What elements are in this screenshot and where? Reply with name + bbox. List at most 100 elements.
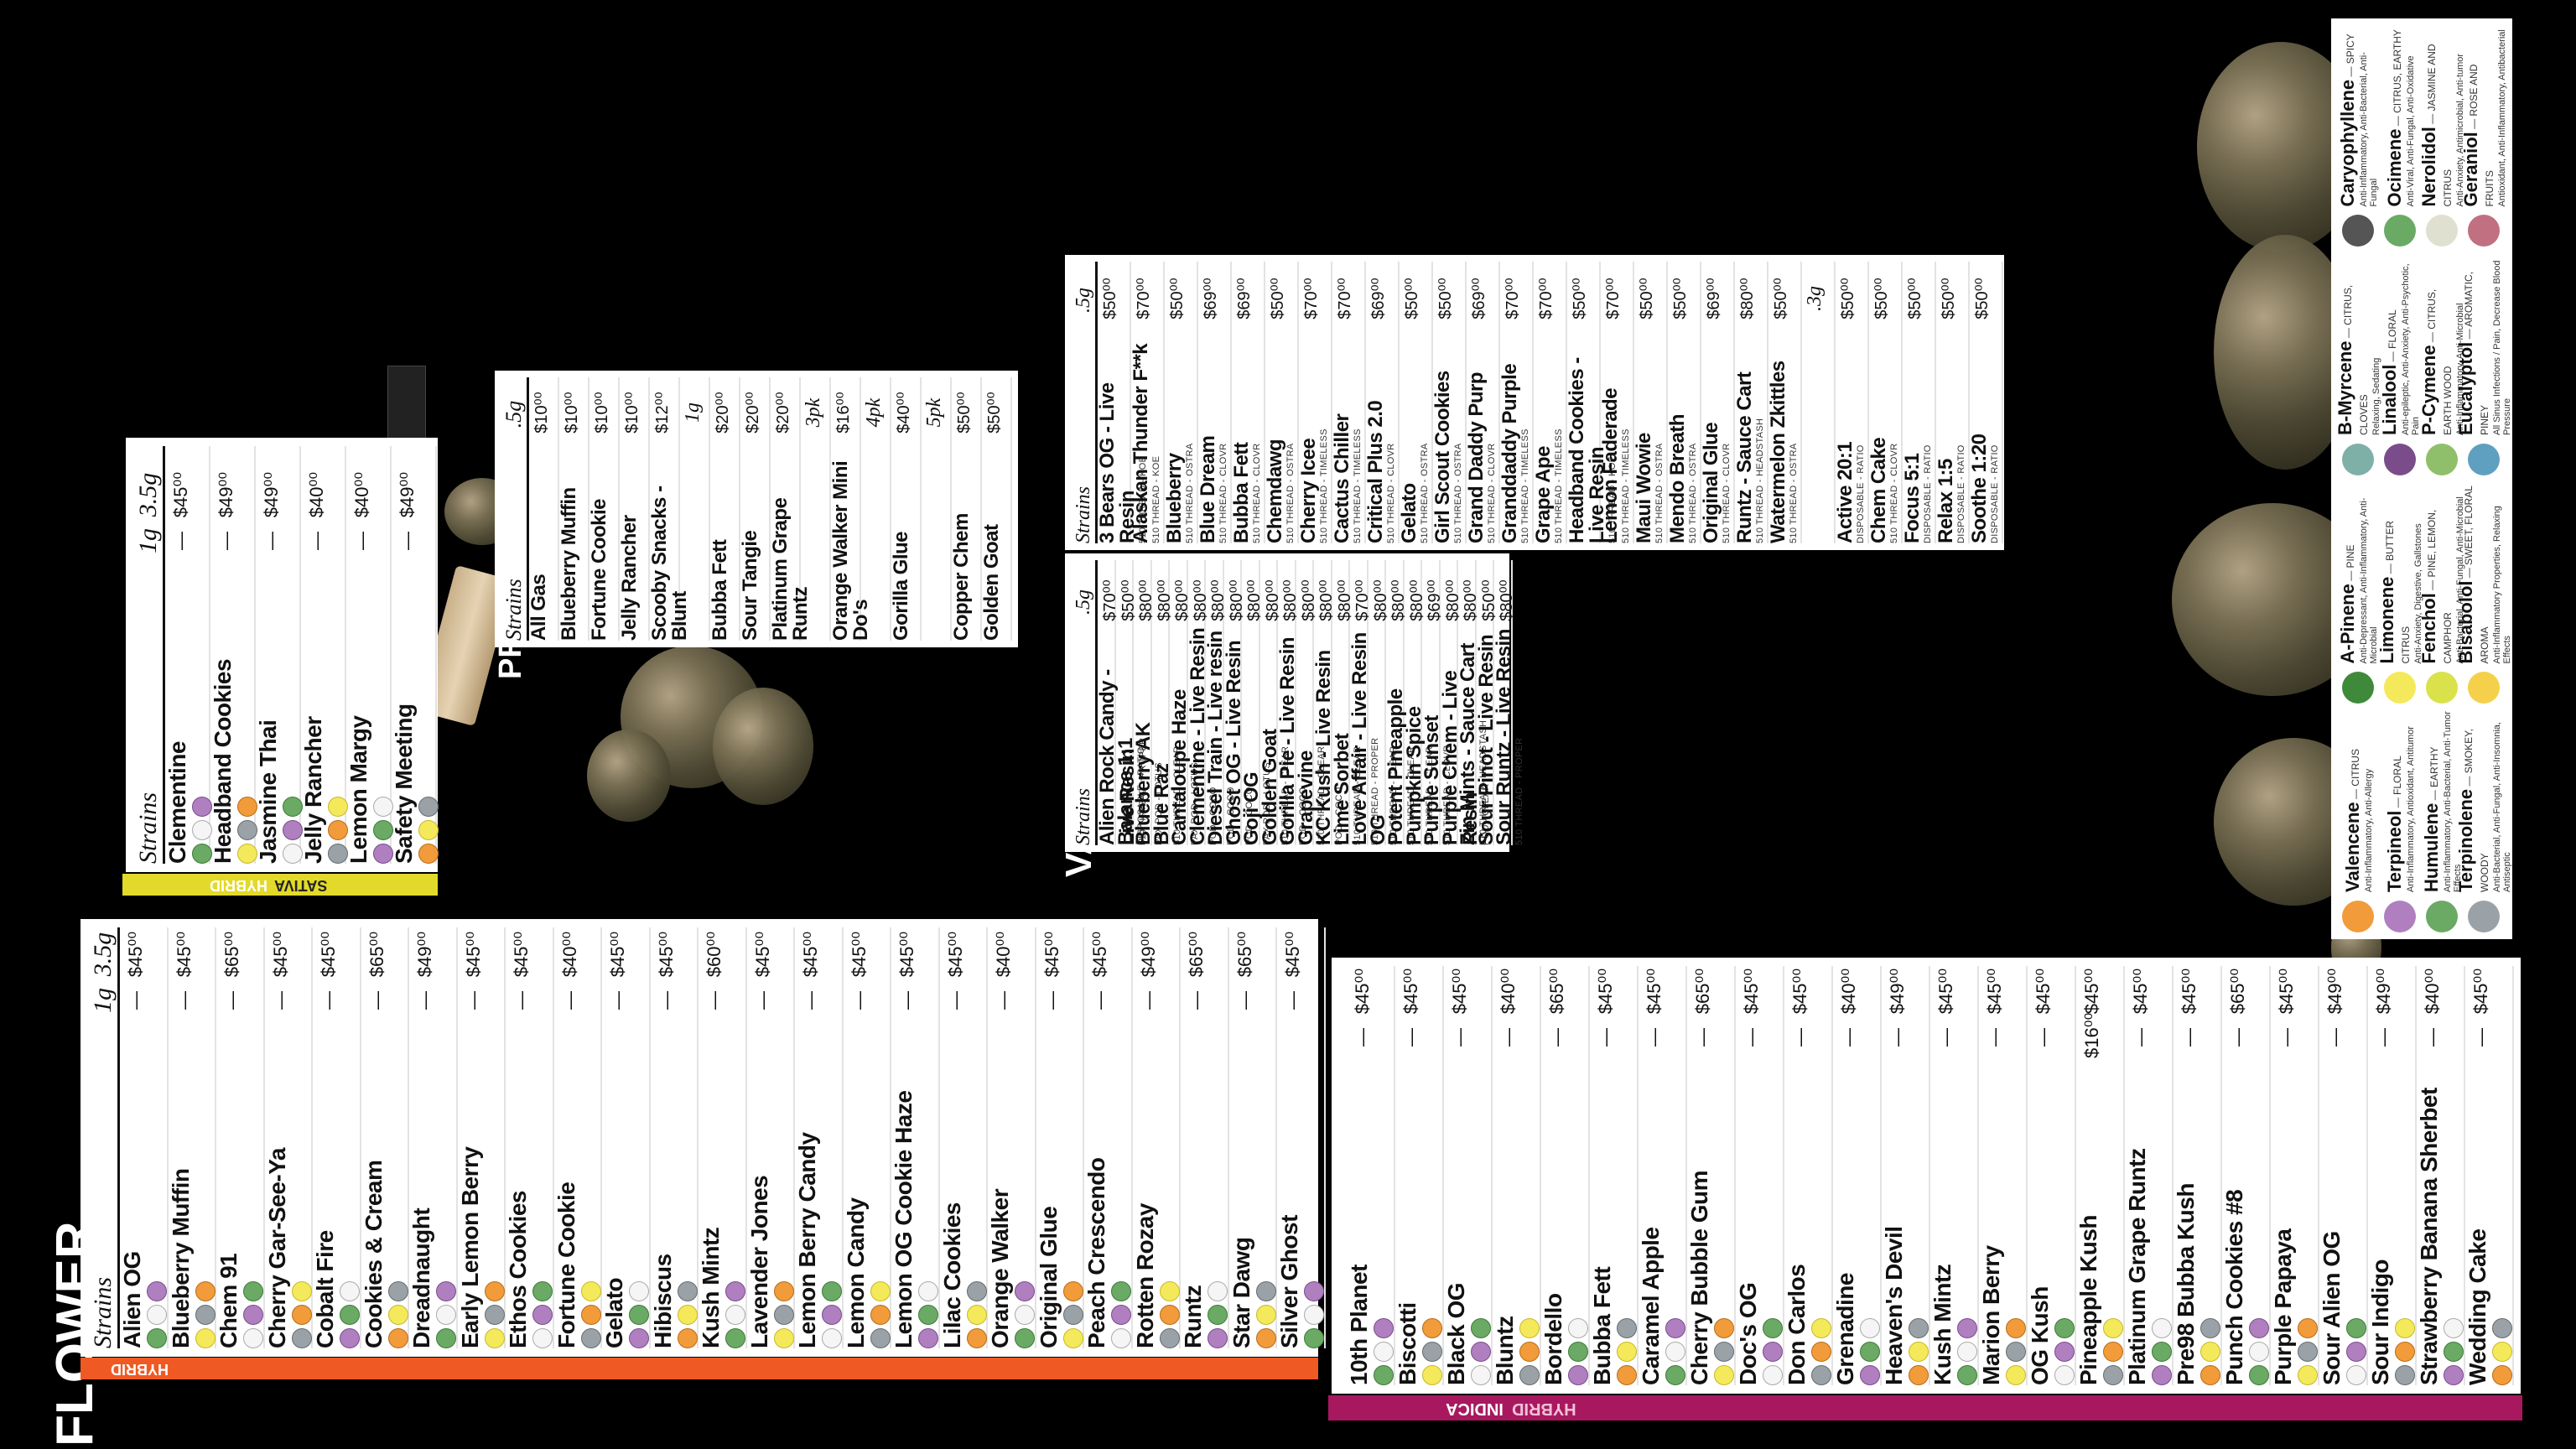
terpene-icons (2006, 1058, 2026, 1385)
strain-name: Sour Indigo (2367, 1259, 2393, 1385)
price-35g: $45⁰⁰ (1400, 968, 1421, 1015)
terpene-icons (1159, 1021, 1180, 1348)
terpene-icon (1860, 1342, 1880, 1362)
terpene-item: B-Myrcene — CITRUS, CLOVES Relaxing, Seda… (2334, 254, 2381, 475)
strain-row: Clementine — $45⁰⁰ (164, 446, 212, 864)
preroll-panel: Strains .5g All Gas $10⁰⁰ Blueberry Muffin… (495, 371, 1018, 647)
terpene-icon (387, 1328, 408, 1348)
product-row: Cantaloupe Haze PAX POD - LOTUS $80⁰⁰ (1168, 560, 1200, 845)
sativa-bar: HYBRID SATIVA (122, 874, 438, 896)
product-price: $69⁰⁰ (1235, 278, 1254, 319)
price-35g: $45⁰⁰ (2470, 968, 2491, 1015)
product-row: Copper Chem $50⁰⁰ (950, 377, 982, 641)
product-row: Gelato 510 THREAD - OSTRA $50⁰⁰ (1398, 262, 1433, 543)
terpene-icon (2384, 444, 2416, 475)
terpene-text: Geraniol — ROSE AND FRUITS Antioxidant, A… (2460, 25, 2507, 206)
terpene-icon (2342, 215, 2374, 247)
strain-name: Original Glue (1035, 1206, 1062, 1348)
strain-cell: Lilac Cookies (939, 1021, 987, 1348)
strain-row: Sour Alien OG — $49⁰⁰ (2319, 966, 2368, 1385)
strain-row: Gelato — $45⁰⁰ (601, 927, 651, 1348)
strain-cell: Sour Indigo (2367, 1058, 2415, 1385)
terpene-icon (2395, 1365, 2415, 1385)
price-1g: — (848, 991, 870, 1010)
terpene-item: Linalool — FLORAL Anti-epileptic, Anti-An… (2379, 254, 2421, 475)
product-row: Clementine - Live Resin POD - COCO $80⁰⁰ (1187, 560, 1218, 845)
product-name: Mendo Breath (1666, 413, 1689, 543)
strain-cell: Bluntz (1492, 1058, 1540, 1385)
price-1g: — (1041, 991, 1062, 1010)
price-1g: — (704, 991, 724, 1010)
product-hardware: 510 THREAD - OSTRA (1453, 443, 1463, 543)
product-price: $69⁰⁰ (1470, 278, 1488, 319)
product-row: Grape Ape 510 THREAD - TIMELESS $70⁰⁰ (1532, 262, 1567, 543)
product-row: Focus 5:1 DISPOSABLE - RATIO $50⁰⁰ (1901, 262, 1936, 543)
terpene-icon (2492, 1342, 2512, 1362)
terpene-icon (2444, 1342, 2464, 1362)
strain-name: Biscotti (1394, 1302, 1420, 1385)
strain-row: Silver Ghost — $45⁰⁰ (1276, 927, 1326, 1348)
terpene-icon (2468, 444, 2500, 475)
terpene-icon (532, 1305, 553, 1325)
price-35g: $49⁰⁰ (1887, 968, 1908, 1015)
product-cell: Maui Wowie 510 THREAD - OSTRA (1633, 325, 1665, 543)
strain-cell: Jasmine Thai (255, 562, 303, 864)
price-35g: $65⁰⁰ (221, 931, 242, 978)
strain-cell: Cherry Gar-See-Ya (264, 1021, 312, 1348)
terpene-icon (2346, 1365, 2366, 1385)
product-price: $50⁰⁰ (1168, 278, 1187, 319)
strain-cell: Runtz (1180, 1021, 1228, 1348)
strain-cell: Rotten Rozay (1132, 1021, 1180, 1348)
price-1g: — (306, 532, 327, 550)
col-header-1g: 1g (89, 988, 117, 1013)
price-1g: — (125, 991, 146, 1010)
terpene-icons (629, 1021, 649, 1348)
terpene-icons (1374, 1058, 1394, 1385)
terpene-icons (1111, 1021, 1131, 1348)
terpene-icon (340, 1328, 360, 1348)
product-price: $70⁰⁰ (1604, 278, 1623, 319)
product-row: Active 20:1 DISPOSABLE - RATIO $50⁰⁰ (1834, 262, 1869, 543)
terpene-effects: Anti-Viral, Anti-Fungal, Anti-Oxidative (2406, 55, 2416, 207)
terpene-icon (1255, 1305, 1276, 1325)
terpene-icon (1519, 1342, 1540, 1362)
terpene-icon (291, 1328, 312, 1348)
terpene-text: B-Myrcene — CITRUS, CLOVES Relaxing, Seda… (2334, 254, 2381, 435)
terpene-icons (677, 1021, 698, 1348)
strain-name: Headband Cookies (210, 658, 236, 864)
price-1g: — (2470, 1028, 2491, 1046)
strain-row: Cherry Bubble Gum — $65⁰⁰ (1686, 966, 1736, 1385)
terpene-item: Valencene — CITRUS Anti-Inflammatory, Ant… (2338, 711, 2378, 932)
price-35g: $45⁰⁰ (170, 471, 191, 518)
strain-row: Grenadine — $40⁰⁰ (1832, 966, 1882, 1385)
col-header-strains: Strains (134, 792, 162, 864)
terpene-icon (418, 820, 439, 840)
product-cell: Cherry Icee 510 THREAD - TIMELESS (1297, 325, 1329, 543)
price-1g: — (414, 991, 435, 1010)
terpene-icons (1909, 1058, 1929, 1385)
strain-cell: Star Dawg (1228, 1021, 1276, 1348)
terpene-name: Bisabolol (2455, 580, 2476, 664)
terpene-icon (2298, 1318, 2318, 1338)
terpene-text: Limonene — BUTTER CITRUS Anti-Anxiety, Di… (2376, 482, 2423, 664)
price-35g: $49⁰⁰ (2324, 968, 2345, 1015)
product-cell: Soothe 1:20 DISPOSABLE - RATIO (1968, 325, 2000, 543)
product-row: Zin Mints - Sauce Cart 510 THREAD - HEADS… (1457, 560, 1488, 845)
strain-name: Heaven's Devil (1881, 1226, 1907, 1385)
strain-name: Lemon Candy (842, 1197, 869, 1348)
product-hardware: 510 THREAD - TIMELESS (1520, 428, 1530, 543)
strain-cell: Don Carlos (1784, 1058, 1831, 1385)
strain-row: Black OG — $45⁰⁰ (1443, 966, 1493, 1385)
terpene-icons (2054, 1058, 2075, 1385)
product-cell: Platinum Grape Runtz (769, 439, 812, 641)
price-35g: $40⁰⁰ (558, 931, 580, 978)
terpene-text: Linalool — FLORAL Anti-epileptic, Anti-An… (2379, 254, 2421, 435)
strain-cell: Early Lemon Berry (457, 1021, 505, 1348)
terpene-text: A-Pinene — PINE Anti-Depressant, Anti-Inf… (2337, 482, 2379, 664)
terpene-icon (1111, 1328, 1131, 1348)
price-35g: $45⁰⁰ (1984, 968, 2005, 1015)
product-cell: Focus 5:1 DISPOSABLE - RATIO (1901, 325, 1933, 543)
product-row: Golden Goat 510 THREAD - CLEAR $80⁰⁰ (1259, 560, 1291, 845)
price-35g: $45⁰⁰ (1449, 968, 1470, 1015)
terpene-effects: Anti-Inflammatory, Antioxidant, Antitumo… (2406, 726, 2416, 892)
